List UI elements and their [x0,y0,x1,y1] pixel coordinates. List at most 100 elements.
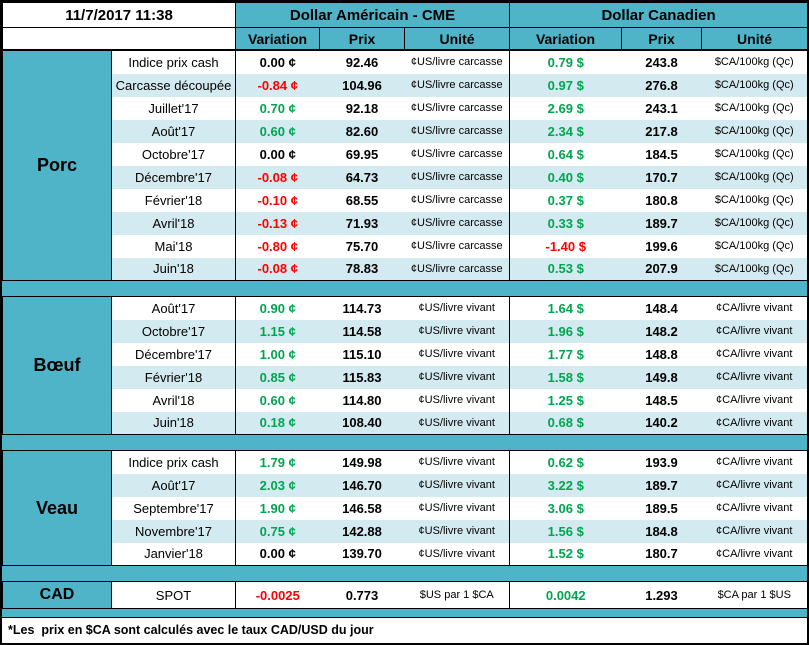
section-label-veau: Veau [2,450,112,566]
cad-unit-label: $CA/100kg (Qc) [714,79,794,91]
price-row: Octobre'17 1.15 ¢ 114.58 ¢US/livre vivant 1.… [2,319,807,343]
header-blank-cell [2,27,237,50]
section-gap [2,281,807,296]
price-row: Août'17 0.60 ¢ 82.60 ¢US/livre carcasse 2.34… [2,119,807,143]
usd-variation-value: 0.75 ¢ [259,523,296,539]
usd-variation-value: -0.08 ¢ [257,261,298,277]
cad-price-value: 189.5 [645,500,678,516]
usd-price-value: 0.773 [345,587,379,603]
usd-price-value: 114.80 [342,392,382,408]
cad-price-value: 217.8 [645,123,678,139]
cad-unit-label: $CA/100kg (Qc) [714,148,794,160]
usd-unit-label: ¢US/livre carcasse [404,142,510,166]
cad-price-value: 149.8 [645,369,678,385]
usd-unit-label: ¢US/livre carcasse [404,50,510,74]
row-label: Août'17 [111,473,236,497]
usd-unit-label: ¢US/livre vivant [404,542,510,566]
usd-variation-value: -0.10 ¢ [257,192,298,208]
cad-price-value: 1.293 [645,587,678,603]
usd-variation-value: 0.70 ¢ [259,100,296,116]
cad-variation-value: 2.34 $ [547,123,584,139]
cad-variation-value: 0.97 $ [547,77,584,93]
cad-unit-label: ¢CA/livre vivant [716,394,793,406]
cad-price-value: 148.8 [645,346,678,362]
usd-price-value: 108.40 [342,415,382,431]
row-label: Août'17 [111,119,236,143]
usd-variation-value: 1.90 ¢ [259,500,296,516]
section-label-boeuf: Bœuf [2,296,112,435]
cad-price-value: 148.2 [645,323,678,339]
cad-variation-value: 0.79 $ [547,54,584,70]
cad-unit-label: ¢CA/livre vivant [716,416,793,429]
cad-price-value: 189.7 [645,477,678,493]
cad-variation-value: 1.64 $ [547,300,584,316]
cad-group-title: Dollar Canadien [509,2,807,28]
usd-unit-label: ¢US/livre vivant [404,388,510,412]
usd-variation-value: 0.60 ¢ [259,123,296,139]
usd-variation-value: 2.03 ¢ [259,477,296,493]
price-row: Avril'18 0.60 ¢ 114.80 ¢US/livre vivant 1.25… [2,388,807,412]
row-label: Octobre'17 [111,319,236,343]
row-label: Décembre'17 [111,342,236,366]
row-label: Septembre'17 [111,496,236,520]
cad-price-value: 199.6 [645,238,678,254]
cad-unit-label: $CA/100kg (Qc) [714,125,794,137]
price-row: Novembre'17 0.75 ¢ 142.88 ¢US/livre vivant 1… [2,519,807,543]
cad-variation-value: -1.40 $ [545,238,586,254]
cad-unit-label: ¢CA/livre vivant [716,479,793,491]
cad-variation-value: 0.33 $ [547,215,584,231]
row-label: Août'17 [111,296,236,320]
usd-unit-label: ¢US/livre vivant [404,473,510,497]
report-timestamp: 11/7/2017 11:38 [2,2,237,28]
cad-variation-header: Variation [509,27,623,50]
usd-price-value: 75.70 [345,238,379,254]
section-gap [2,566,807,581]
section-boeuf: Bœuf Août'17 0.90 ¢ 114.73 ¢US/livre vivant 1… [2,296,807,435]
price-row: Octobre'17 0.00 ¢ 69.95 ¢US/livre carcasse 0… [2,142,807,166]
usd-variation-header: Variation [235,27,321,50]
usd-variation-value: 1.00 ¢ [259,346,296,362]
usd-unit-label: ¢US/livre vivant [404,519,510,543]
row-label: Avril'18 [111,211,236,235]
row-label: Juillet'17 [111,96,236,120]
cad-variation-value: 3.06 $ [547,500,584,516]
row-label: Avril'18 [111,388,236,412]
price-row: Juin'18 0.18 ¢ 108.40 ¢US/livre vivant 0.68 … [2,411,807,435]
cad-unit-label: $CA par 1 $US [717,589,791,601]
usd-variation-value: 0.18 ¢ [259,415,296,431]
row-label: Indice prix cash [111,50,236,74]
cad-variation-value: 0.53 $ [547,261,584,277]
price-row: Février'18 -0.10 ¢ 68.55 ¢US/livre carcasse… [2,188,807,212]
cad-variation-value: 1.96 $ [547,323,584,339]
price-row: Août'17 2.03 ¢ 146.70 ¢US/livre vivant 3.22 … [2,473,807,497]
price-row: Décembre'17 1.00 ¢ 115.10 ¢US/livre vivant 1… [2,342,807,366]
price-row: Avril'18 -0.13 ¢ 71.93 ¢US/livre carcasse 0.… [2,211,807,235]
cad-unit-label: $CA/100kg (Qc) [714,194,794,206]
cad-price-value: 207.9 [645,261,678,277]
usd-prix-header: Prix [319,27,406,50]
footnote: *Les prix en $CA sont calculés avec le t… [2,617,807,643]
price-row: Février'18 0.85 ¢ 115.83 ¢US/livre vivant 1.… [2,365,807,389]
usd-unit-label: ¢US/livre carcasse [404,188,510,212]
cad-unit-label: ¢CA/livre vivant [716,348,793,360]
usd-variation-value: 0.00 ¢ [259,546,296,562]
price-row: Veau Indice prix cash 1.79 ¢ 149.98 ¢US/livr… [2,450,807,566]
header-table: 11/7/2017 11:38 Dollar Américain - CME D… [2,2,807,50]
cad-unite-header: Unité [701,27,807,50]
usd-price-value: 146.58 [342,500,382,516]
usd-unit-label: ¢US/livre carcasse [404,119,510,143]
cad-price-value: 189.7 [645,215,678,231]
usd-price-value: 114.73 [342,300,382,316]
usd-price-value: 92.46 [345,54,379,70]
usd-price-value: 71.93 [345,215,379,231]
row-label: Décembre'17 [111,165,236,189]
row-label: SPOT [111,581,236,609]
price-row: Décembre'17 -0.08 ¢ 64.73 ¢US/livre carcass… [2,165,807,189]
usd-price-value: 69.95 [345,146,379,162]
cad-variation-value: 1.56 $ [547,523,584,539]
cad-prix-header: Prix [621,27,703,50]
row-label: Novembre'17 [111,519,236,543]
usd-variation-value: -0.80 ¢ [257,238,298,254]
cad-variation-value: 0.64 $ [547,146,584,162]
sections-container: Porc Indice prix cash 0.00 ¢ 92.46 ¢US/livre… [2,50,807,609]
